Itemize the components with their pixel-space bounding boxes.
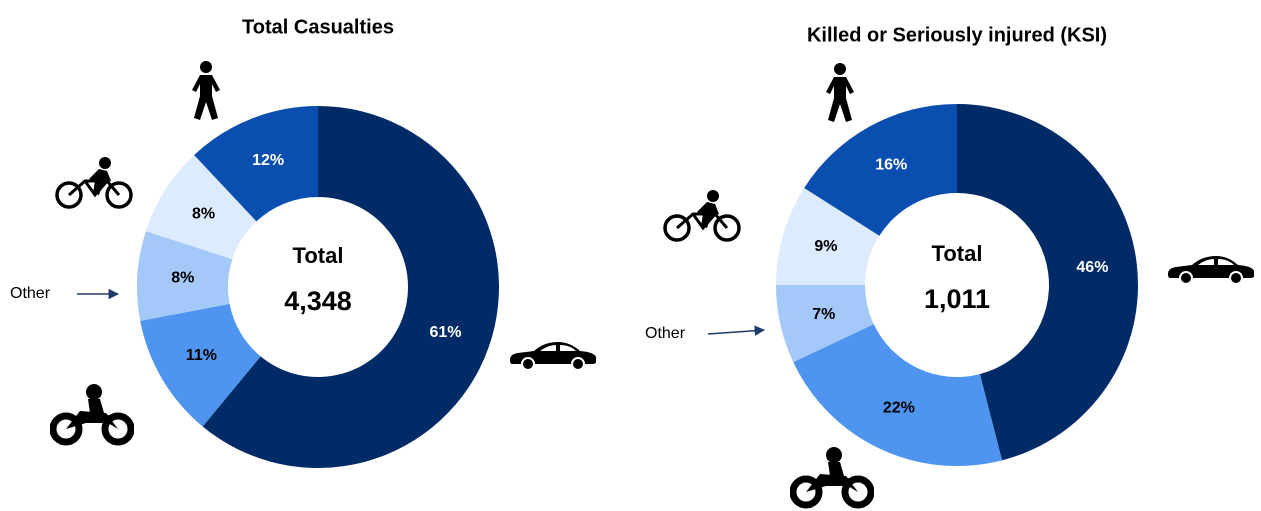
donut-segment: [793, 324, 1003, 466]
value-label: 8%: [192, 206, 215, 223]
value-label: 12%: [252, 152, 284, 169]
center-title: Total: [932, 241, 983, 266]
donut-segment: [776, 188, 880, 285]
center-value: 4,348: [284, 286, 352, 316]
cyclist-icon: [55, 155, 133, 209]
other-arrow: [707, 325, 766, 336]
chart-title: Killed or Seriously injured (KSI): [807, 24, 1107, 46]
center-title: Total: [293, 243, 344, 268]
car-icon: [1167, 255, 1255, 284]
center-value: 1,011: [924, 284, 990, 314]
motorcycle-icon: [793, 447, 871, 505]
car-icon: [509, 341, 597, 370]
value-label: 22%: [883, 400, 915, 417]
value-label: 11%: [186, 347, 217, 364]
category-label: Other: [10, 285, 51, 302]
value-label: 7%: [812, 306, 835, 323]
donut-segment: [194, 106, 318, 222]
donut-segment: [776, 285, 874, 363]
donut-segment: [145, 155, 257, 260]
chart-title: Total Casualties: [242, 16, 394, 38]
value-label: 46%: [1076, 259, 1108, 276]
pedestrian-icon: [826, 63, 854, 122]
donut-segment: [804, 104, 957, 236]
donut-segment: [202, 106, 499, 468]
donut-segment: [136, 231, 233, 321]
pedestrian-icon: [192, 61, 220, 120]
value-label: 8%: [171, 270, 194, 287]
cyclist-icon: [663, 188, 741, 242]
donut-segment: [957, 104, 1139, 461]
donut-segment: [140, 303, 261, 427]
value-label: 9%: [814, 238, 837, 255]
value-label: 16%: [875, 157, 907, 174]
motorcycle-icon: [53, 384, 131, 442]
value-label: 61%: [429, 324, 461, 341]
category-label: Other: [645, 325, 686, 342]
